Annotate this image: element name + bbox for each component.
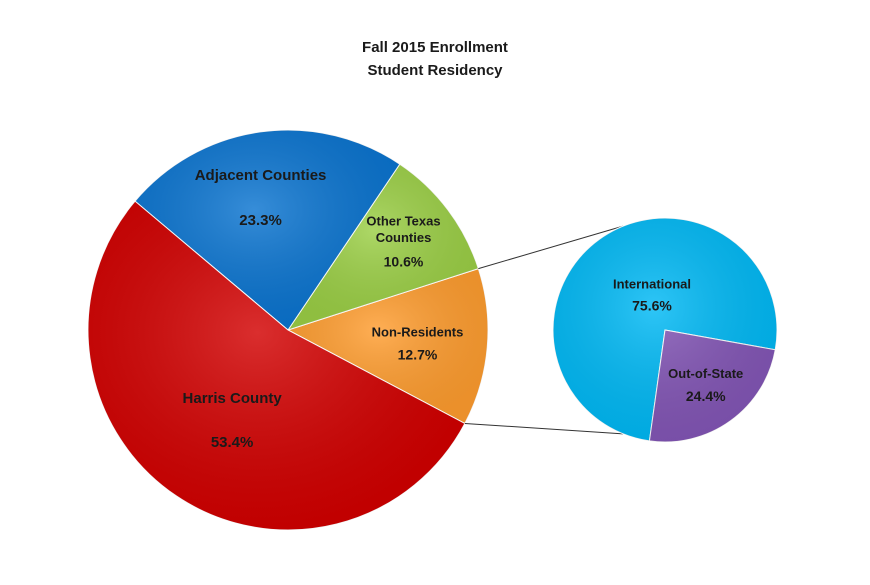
data-label-harris-county: Harris County [183, 390, 283, 407]
data-label-other-texas-counties: Other Texas Counties [366, 214, 440, 245]
data-label-international: International [613, 276, 691, 291]
data-label-out-of-state: Out-of-State [668, 366, 743, 381]
chart-subtitle: Student Residency [367, 62, 503, 79]
data-value-other-texas-counties: 10.6% [384, 254, 424, 270]
data-value-adjacent-counties: 23.3% [239, 212, 282, 229]
data-label-non-residents: Non-Residents [372, 325, 464, 340]
main-pie: Harris County 53.4% Adjacent Counties 23.3%… [87, 129, 489, 531]
data-value-out-of-state: 24.4% [686, 388, 726, 404]
data-value-international: 75.6% [632, 297, 672, 313]
pie-slice-out-of-state [648, 329, 776, 443]
chart-title: Fall 2015 Enrollment [362, 39, 508, 56]
data-value-harris-county: 53.4% [211, 434, 254, 451]
data-label-adjacent-counties: Adjacent Counties [195, 167, 327, 184]
data-value-non-residents: 12.7% [398, 347, 438, 363]
secondary-pie: International 75.6% Out-of-State 24.4% [552, 217, 778, 443]
connector-line-bottom [464, 422, 624, 435]
